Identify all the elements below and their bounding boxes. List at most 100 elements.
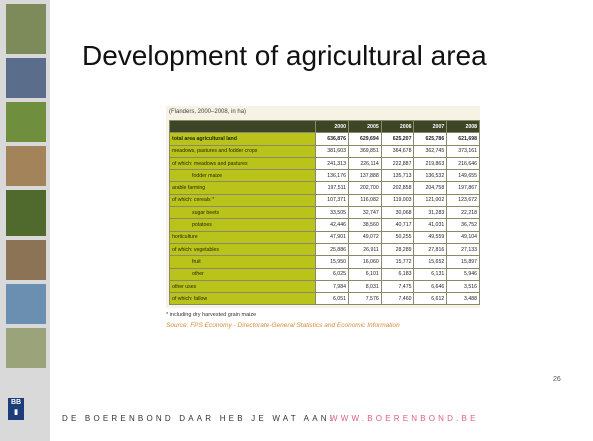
cell-value: 625,786 xyxy=(414,133,447,145)
row-label: of which: meadows and pastures xyxy=(170,157,316,169)
cell-value: 107,371 xyxy=(316,194,349,206)
cell-value: 636,876 xyxy=(316,133,349,145)
cell-value: 40,717 xyxy=(381,219,414,231)
row-label: sugar beets xyxy=(170,207,316,219)
row-label: of which: vegetables xyxy=(170,243,316,255)
row-label: other xyxy=(170,268,316,280)
cell-value: 15,772 xyxy=(381,256,414,268)
cell-value: 136,176 xyxy=(316,170,349,182)
footer-url: WWW.BOERENBOND.BE xyxy=(330,414,479,423)
photo xyxy=(6,146,46,186)
cell-value: 15,950 xyxy=(316,256,349,268)
cell-value: 6,646 xyxy=(414,280,447,292)
cell-value: 629,694 xyxy=(348,133,381,145)
cell-value: 26,911 xyxy=(348,243,381,255)
column-header: 2008 xyxy=(447,121,480,133)
cell-value: 219,863 xyxy=(414,157,447,169)
cell-value: 38,560 xyxy=(348,219,381,231)
cell-value: 47,901 xyxy=(316,231,349,243)
cell-value: 135,713 xyxy=(381,170,414,182)
cell-value: 33,505 xyxy=(316,207,349,219)
cell-value: 8,031 xyxy=(348,280,381,292)
cell-value: 50,255 xyxy=(381,231,414,243)
cell-value: 27,133 xyxy=(447,243,480,255)
cell-value: 7,475 xyxy=(381,280,414,292)
cell-value: 621,698 xyxy=(447,133,480,145)
cell-value: 136,532 xyxy=(414,170,447,182)
cell-value: 3,516 xyxy=(447,280,480,292)
page-number: 26 xyxy=(553,376,561,383)
photo xyxy=(6,190,46,236)
row-label: of which: cereals * xyxy=(170,194,316,206)
cell-value: 226,114 xyxy=(348,157,381,169)
photo xyxy=(6,240,46,280)
column-header: 2006 xyxy=(381,121,414,133)
cell-value: 7,460 xyxy=(381,293,414,305)
cell-value: 22,218 xyxy=(447,207,480,219)
photo xyxy=(6,102,46,142)
cell-value: 6,051 xyxy=(316,293,349,305)
cell-value: 364,678 xyxy=(381,145,414,157)
photo xyxy=(6,58,46,98)
cell-value: 204,758 xyxy=(414,182,447,194)
cell-value: 5,946 xyxy=(447,268,480,280)
cell-value: 31,283 xyxy=(414,207,447,219)
table-caption: (Flanders, 2000–2008, in ha) xyxy=(169,109,246,115)
photo-strip xyxy=(0,0,50,441)
cell-value: 15,897 xyxy=(447,256,480,268)
cell-value: 123,672 xyxy=(447,194,480,206)
row-label: other uses xyxy=(170,280,316,292)
column-header: 2007 xyxy=(414,121,447,133)
photo xyxy=(6,328,46,368)
cell-value: 6,131 xyxy=(414,268,447,280)
cell-value: 49,072 xyxy=(348,231,381,243)
row-label: fodder maize xyxy=(170,170,316,182)
cell-value: 7,984 xyxy=(316,280,349,292)
cell-value: 16,060 xyxy=(348,256,381,268)
cell-value: 6,025 xyxy=(316,268,349,280)
cell-value: 6,612 xyxy=(414,293,447,305)
cell-value: 30,068 xyxy=(381,207,414,219)
cell-value: 49,104 xyxy=(447,231,480,243)
cell-value: 373,161 xyxy=(447,145,480,157)
footnote: * including dry harvested grain maize xyxy=(166,312,256,318)
logo: BB▮ xyxy=(8,398,24,420)
cell-value: 3,488 xyxy=(447,293,480,305)
slide-title: Development of agricultural area xyxy=(82,40,487,72)
header-blank xyxy=(170,121,316,133)
cell-value: 6,183 xyxy=(381,268,414,280)
cell-value: 216,646 xyxy=(447,157,480,169)
column-header: 2000 xyxy=(316,121,349,133)
cell-value: 27,816 xyxy=(414,243,447,255)
photo xyxy=(6,284,46,324)
cell-value: 222,887 xyxy=(381,157,414,169)
cell-value: 15,652 xyxy=(414,256,447,268)
cell-value: 137,888 xyxy=(348,170,381,182)
cell-value: 119,003 xyxy=(381,194,414,206)
row-label: total area agricultural land xyxy=(170,133,316,145)
cell-value: 7,576 xyxy=(348,293,381,305)
column-header: 2005 xyxy=(348,121,381,133)
row-label: of which: fallow xyxy=(170,293,316,305)
cell-value: 369,851 xyxy=(348,145,381,157)
source: Source: FPS Economy - Directorate-Genera… xyxy=(166,322,400,329)
cell-value: 116,082 xyxy=(348,194,381,206)
cell-value: 41,031 xyxy=(414,219,447,231)
cell-value: 202,700 xyxy=(348,182,381,194)
photo xyxy=(6,4,46,54)
footer-slogan: DE BOERENBOND DAAR HEB JE WAT AAN! xyxy=(62,414,335,423)
cell-value: 32,747 xyxy=(348,207,381,219)
cell-value: 6,101 xyxy=(348,268,381,280)
